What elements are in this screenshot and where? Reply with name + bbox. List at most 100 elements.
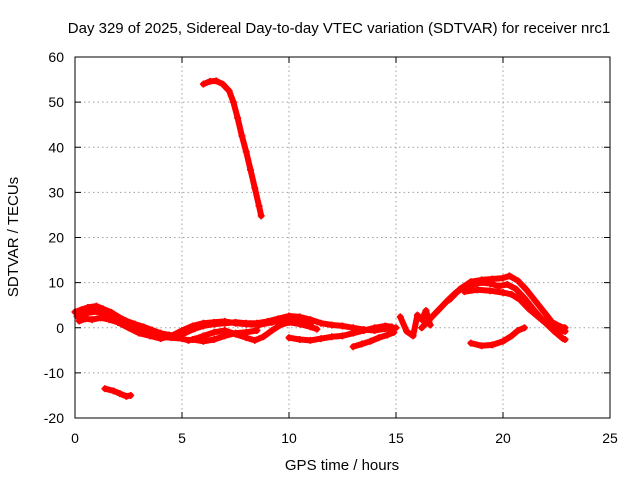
data-point [328, 321, 336, 329]
series-track-h [101, 385, 135, 400]
y-tick-label: 20 [48, 230, 64, 246]
data-point [467, 278, 475, 286]
y-tick-label: 40 [48, 139, 64, 155]
data-point [533, 312, 541, 320]
data-point [375, 334, 383, 342]
data-point [234, 114, 242, 122]
data-point [499, 337, 507, 345]
data-point [508, 290, 516, 298]
data-point [251, 184, 259, 192]
data-point [413, 311, 421, 319]
data-point [503, 280, 511, 288]
data-point [189, 335, 197, 343]
data-point [105, 316, 113, 324]
grid-lines [75, 57, 610, 418]
data-point [561, 324, 569, 332]
data-point [110, 387, 118, 395]
data-point [257, 212, 265, 220]
data-point [339, 322, 346, 330]
data-point [221, 317, 229, 325]
data-point [478, 342, 486, 350]
x-tick-label: 15 [388, 430, 404, 446]
data-point [488, 275, 496, 283]
series-line [200, 77, 265, 219]
data-point [514, 326, 522, 334]
data-point [122, 392, 130, 400]
x-tick-label: 25 [602, 430, 618, 446]
axis-ticks [74, 56, 611, 419]
data-point [238, 132, 246, 140]
data-point [508, 332, 516, 340]
series-track-c [75, 314, 314, 343]
data-point [255, 321, 263, 329]
data-point [495, 282, 503, 290]
x-tick-label: 10 [281, 430, 297, 446]
data-point [199, 319, 207, 327]
data-point [422, 307, 430, 315]
data-point [199, 80, 207, 88]
data-point [306, 320, 314, 328]
data-point [426, 321, 434, 329]
data-point [246, 166, 254, 174]
data-point [403, 327, 411, 335]
data-point [242, 148, 250, 156]
data-point [381, 322, 389, 330]
data-point [306, 336, 314, 344]
data-point [339, 332, 346, 340]
data-point [294, 317, 302, 325]
data-point [516, 296, 524, 304]
y-tick-label: 30 [48, 184, 64, 200]
data-point [221, 332, 229, 340]
data-point [178, 326, 186, 334]
data-point [97, 314, 105, 322]
x-tick-label: 20 [495, 430, 511, 446]
data-point [460, 288, 468, 296]
data-point [114, 318, 122, 326]
data-point [388, 323, 396, 331]
data-point [251, 336, 259, 344]
data-point [435, 306, 443, 314]
x-tick-label: 5 [178, 430, 186, 446]
data-point [253, 326, 261, 334]
data-point [219, 80, 227, 88]
data-point [525, 305, 533, 313]
data-point [520, 324, 528, 332]
data-point [206, 77, 214, 85]
data-point [212, 77, 220, 85]
chart-title: Day 329 of 2025, Sidereal Day-to-day VTE… [68, 20, 610, 37]
series-track-d [189, 326, 261, 345]
data-point [75, 317, 83, 325]
data-series [71, 77, 569, 400]
data-point [557, 323, 565, 331]
data-point [232, 319, 239, 327]
y-tick-label: -20 [44, 410, 64, 426]
data-point [92, 308, 100, 316]
data-point [313, 325, 321, 333]
data-point [409, 332, 417, 340]
data-point [116, 390, 124, 398]
data-point [296, 335, 304, 343]
data-point [255, 202, 263, 210]
data-point [390, 328, 398, 336]
data-point [199, 337, 207, 345]
data-point [146, 332, 154, 340]
data-point [82, 315, 90, 323]
data-point [84, 303, 92, 311]
series-track-e [285, 322, 396, 344]
data-point [499, 289, 507, 297]
data-point [418, 324, 426, 332]
series-track-l [467, 324, 528, 350]
data-point [210, 335, 218, 343]
data-point [229, 98, 237, 106]
data-point [225, 87, 233, 95]
y-tick-labels: -20 -10 0 10 20 30 40 50 60 [44, 49, 64, 426]
data-point [531, 297, 539, 305]
y-tick-label: 60 [48, 49, 64, 65]
data-point [505, 272, 513, 280]
y-tick-label: -10 [44, 365, 64, 381]
data-point [125, 324, 132, 332]
data-point [232, 329, 239, 337]
data-point [317, 335, 325, 343]
data-point [467, 339, 475, 347]
